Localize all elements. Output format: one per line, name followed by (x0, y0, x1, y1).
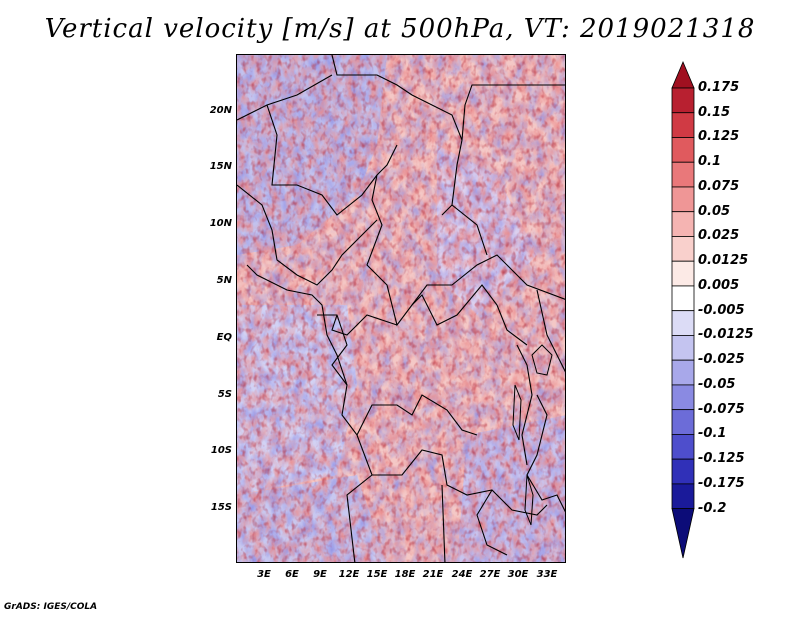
lat-label-10s: 10S (210, 445, 232, 456)
map-plot-area (236, 54, 566, 563)
colorbar-label: -0.2 (698, 500, 727, 516)
colorbar-bin-18 (671, 508, 695, 559)
colorbar-label: 0.1 (698, 154, 722, 170)
colorbar-label: 0.05 (698, 203, 731, 219)
field-strong-updrafts (237, 55, 565, 562)
colorbar-bin-0 (671, 60, 695, 89)
lat-label-eq: EQ (216, 332, 232, 343)
colorbar-bin-12 (671, 359, 695, 386)
lat-label-15n: 15N (209, 161, 232, 172)
lake-outlines (512, 344, 553, 526)
colorbar-label: 0.075 (698, 178, 740, 194)
colorbar-bin-8 (671, 260, 695, 287)
lat-label-5n: 5N (216, 275, 232, 286)
lon-label-21e: 21E (422, 569, 444, 580)
colorbar-bin-6 (671, 211, 695, 237)
colorbar-label: -0.075 (698, 401, 745, 417)
colorbar-label: 0.005 (698, 277, 740, 293)
colorbar (671, 60, 695, 559)
colorbar-label: -0.175 (698, 475, 745, 491)
lat-label-20n: 20N (209, 105, 232, 116)
colorbar-bin-11 (671, 335, 695, 361)
colorbar-bin-9 (671, 285, 695, 312)
chart-title: Vertical velocity [m/s] at 500hPa, VT: 2… (44, 14, 756, 44)
colorbar-bin-3 (671, 137, 695, 163)
colorbar-label: -0.005 (698, 302, 745, 318)
lat-label-15s: 15S (210, 502, 232, 513)
vertical-velocity-field (237, 55, 565, 562)
lon-label-30e: 30E (507, 569, 529, 580)
lon-label-24e: 24E (451, 569, 473, 580)
colorbar-bin-16 (671, 458, 695, 485)
colorbar-bin-2 (671, 112, 695, 138)
colorbar-label: 0.025 (698, 228, 740, 244)
colorbar-label: 0.15 (698, 104, 731, 120)
colorbar-label: 0.0125 (698, 253, 749, 269)
colorbar-bin-7 (671, 236, 695, 262)
colorbar-label: 0.125 (698, 129, 740, 145)
footer-credit: GrADS: IGES/COLA (4, 602, 98, 612)
lon-label-18e: 18E (394, 569, 416, 580)
lat-label-5s: 5S (217, 389, 232, 400)
colorbar-label: 0.175 (698, 80, 740, 95)
colorbar-bin-15 (671, 434, 695, 460)
colorbar-bin-17 (671, 483, 695, 510)
colorbar-bin-5 (671, 186, 695, 213)
lon-label-6e: 6E (285, 569, 299, 580)
colorbar-bin-4 (671, 161, 695, 188)
lon-label-3e: 3E (257, 569, 271, 580)
lon-label-9e: 9E (313, 569, 327, 580)
colorbar-bin-1 (671, 87, 695, 114)
colorbar-bin-13 (671, 384, 695, 411)
country-borders (237, 55, 565, 562)
colorbar-bin-14 (671, 409, 695, 435)
colorbar-label: -0.05 (698, 376, 736, 392)
colorbar-label: -0.025 (698, 352, 745, 368)
lon-label-27e: 27E (479, 569, 501, 580)
colorbar-label: -0.1 (698, 426, 727, 442)
colorbar-label: -0.125 (698, 451, 745, 467)
lon-label-33e: 33E (536, 569, 558, 580)
colorbar-label: -0.0125 (698, 327, 754, 343)
lon-label-12e: 12E (338, 569, 360, 580)
colorbar-bin-10 (671, 310, 695, 336)
lat-label-10n: 10N (209, 218, 232, 229)
lon-label-15e: 15E (366, 569, 388, 580)
